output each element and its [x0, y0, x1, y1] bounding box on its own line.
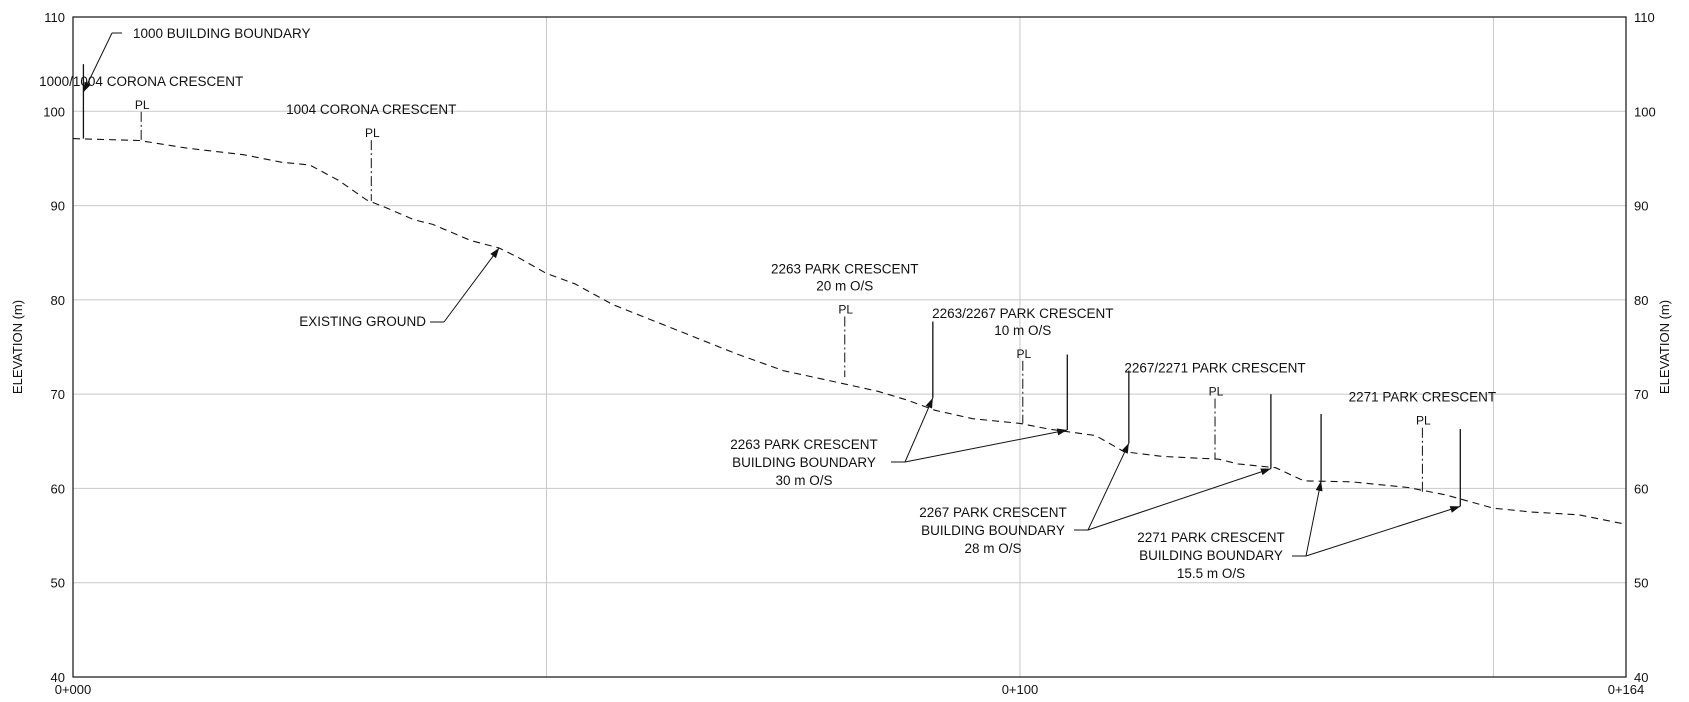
building-boundary-label: BUILDING BOUNDARY — [1139, 548, 1283, 563]
leader-arrowhead — [1056, 428, 1068, 436]
leader-line — [904, 429, 1068, 463]
leader-arrowhead — [1315, 480, 1323, 492]
leader-line — [1305, 480, 1322, 557]
x-tick-label: 0+000 — [55, 682, 92, 697]
y-tick-label-left: 80 — [51, 293, 65, 308]
property-line-label: 10 m O/S — [994, 323, 1051, 338]
leader-line — [1087, 442, 1130, 531]
building-boundary-label: 2267 PARK CRESCENT — [919, 505, 1067, 520]
building-boundary-label: BUILDING BOUNDARY — [732, 455, 876, 470]
y-tick-label-left: 90 — [51, 199, 65, 214]
plot-frame — [72, 16, 1627, 678]
property-line-label: 2263/2267 PARK CRESCENT — [932, 306, 1113, 321]
leader-arrowhead — [1260, 468, 1271, 476]
y-tick-label-right: 70 — [1634, 387, 1648, 402]
y-tick-label-left: 70 — [51, 387, 65, 402]
building-boundary-label: 28 m O/S — [964, 541, 1021, 556]
y-tick-label-right: 90 — [1634, 199, 1648, 214]
y-tick-label-left: 40 — [51, 670, 65, 685]
property-line-symbol: PL — [365, 126, 380, 140]
leader-line — [82, 32, 113, 93]
property-line-symbol: PL — [1209, 384, 1224, 398]
property-line-label: 1004 CORONA CRESCENT — [286, 102, 456, 117]
property-line-label: 2267/2271 PARK CRESCENT — [1124, 360, 1305, 375]
leader-line — [443, 247, 500, 323]
property-line-label: 1000/1004 CORONA CRESCENT — [39, 74, 243, 89]
y-axis-title-left: ELEVATION (m) — [10, 300, 25, 394]
y-tick-label-left: 60 — [51, 481, 65, 496]
tick-labels: 40 40 50 50 60 60 70 70 80 80 90 90 100 100 110 110 0+00… — [43, 10, 1655, 697]
y-tick-label-left: 100 — [43, 104, 65, 119]
property-line-symbol: PL — [1016, 347, 1031, 361]
leader-line — [904, 397, 934, 463]
leader-arrowhead — [925, 397, 933, 409]
building-boundary-label: 2263 PARK CRESCENT — [730, 437, 878, 452]
leader-arrowhead — [1121, 443, 1129, 454]
property-line-label: 2271 PARK CRESCENT — [1349, 390, 1497, 405]
building-boundary-label: 30 m O/S — [775, 473, 832, 488]
y-tick-label-left: 110 — [44, 10, 65, 25]
building-boundary-label: BUILDING BOUNDARY — [921, 523, 1065, 538]
leader-arrowhead — [1449, 506, 1461, 513]
leader-line — [1305, 505, 1461, 557]
y-tick-label-right: 50 — [1634, 576, 1648, 591]
property-line-symbol: PL — [838, 302, 853, 316]
y-tick-label-left: 50 — [51, 576, 65, 591]
existing-ground-line — [72, 138, 1627, 525]
y-axis-title-right: ELEVATION (m) — [1657, 300, 1672, 394]
building-boundary-label: 1000 BUILDING BOUNDARY — [133, 26, 311, 41]
existing-ground-label: EXISTING GROUND — [299, 314, 426, 329]
grid — [73, 17, 1626, 677]
leader-line — [1087, 468, 1272, 531]
property-line-label: 2263 PARK CRESCENT — [771, 261, 919, 276]
y-tick-label-right: 60 — [1634, 481, 1648, 496]
y-tick-label-right: 80 — [1634, 293, 1648, 308]
building-boundary-label: 15.5 m O/S — [1177, 566, 1245, 581]
property-line-label: 20 m O/S — [816, 278, 873, 293]
y-tick-label-right: 100 — [1634, 104, 1656, 119]
leader-arrowhead — [83, 81, 91, 93]
property-line-symbol: PL — [135, 98, 150, 112]
leader-arrowhead — [490, 248, 500, 259]
y-tick-label-right: 110 — [1634, 10, 1655, 25]
x-tick-label: 0+164 — [1608, 682, 1645, 697]
property-line-symbol: PL — [1416, 414, 1431, 428]
annotations: EXISTING GROUND 1000/1004 CORONA CRESCENT… — [39, 26, 1496, 581]
building-boundary-label: 2271 PARK CRESCENT — [1137, 530, 1285, 545]
y-tick-label-right: 40 — [1634, 670, 1648, 685]
x-tick-label: 0+100 — [1002, 682, 1039, 697]
